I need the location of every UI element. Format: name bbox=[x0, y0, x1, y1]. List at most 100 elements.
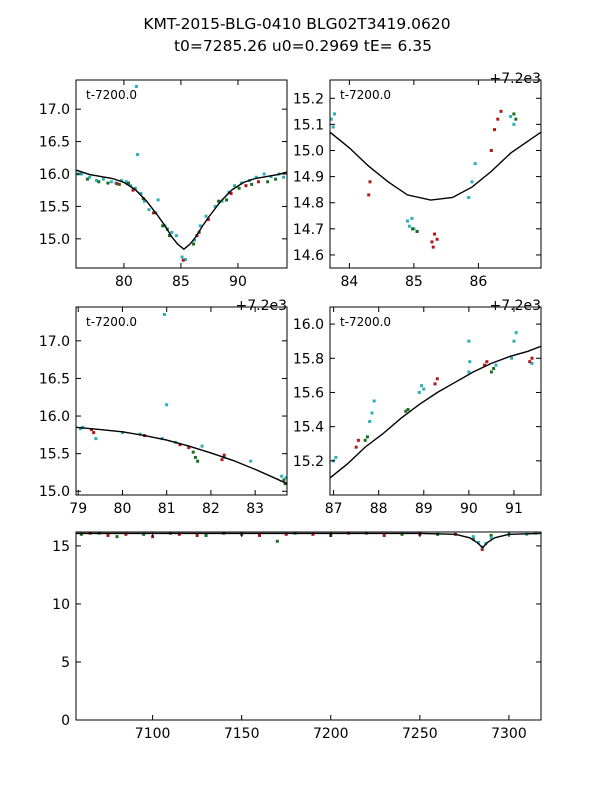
data-point-green bbox=[217, 199, 221, 203]
y-tick-label: 16.0 bbox=[293, 317, 324, 333]
data-point-red bbox=[311, 532, 315, 536]
panel-3: 79 80 81 82 83 15.0 15.5 16.0 16.5 17.0 t-7200.0 +7… bbox=[39, 298, 288, 517]
data-point-green bbox=[97, 180, 101, 184]
data-point-cyan bbox=[417, 390, 421, 394]
data-point-green bbox=[193, 455, 197, 459]
data-point-green bbox=[115, 535, 119, 539]
model-curve bbox=[76, 426, 287, 485]
data-point-green bbox=[363, 438, 367, 442]
y-tick-label: 15.1 bbox=[293, 117, 324, 133]
data-point-red bbox=[489, 149, 493, 152]
data-point-cyan bbox=[467, 196, 471, 199]
data-point-cyan bbox=[165, 403, 169, 407]
y-tick-label: 10 bbox=[52, 597, 70, 613]
data-point-cyan bbox=[147, 208, 151, 212]
data-point-green bbox=[275, 539, 279, 543]
y-tick-label: 16.5 bbox=[39, 135, 70, 151]
data-point-cyan bbox=[249, 459, 253, 463]
x-tick-label: 82 bbox=[202, 501, 220, 517]
data-point-cyan bbox=[183, 258, 187, 262]
data-point-green bbox=[471, 537, 475, 541]
data-point-cyan bbox=[120, 431, 124, 435]
y-tick-label: 15.2 bbox=[293, 454, 324, 470]
data-point-green bbox=[266, 180, 270, 184]
panel-5: 7100 7150 7200 7250 7300 0 5 10 15 bbox=[52, 531, 542, 742]
data-point-green bbox=[282, 478, 286, 482]
data-point-cyan bbox=[494, 363, 498, 367]
panel-1: 80 85 90 15.0 15.5 16.0 16.5 17.0 t-7200.0 bbox=[39, 79, 288, 290]
data-point-cyan bbox=[139, 191, 143, 195]
data-point-cyan bbox=[133, 186, 137, 190]
y-tick-label: 15.5 bbox=[39, 199, 70, 215]
data-point-cyan bbox=[510, 356, 514, 360]
data-point-green bbox=[274, 177, 278, 181]
y-tick-label: 14.8 bbox=[293, 196, 324, 212]
data-point-green bbox=[492, 367, 496, 371]
data-point-green bbox=[250, 182, 254, 186]
data-point-green bbox=[237, 186, 241, 190]
data-point-cyan bbox=[80, 172, 84, 176]
data-point-red bbox=[178, 443, 182, 447]
data-point-cyan bbox=[405, 219, 409, 223]
data-point-cyan bbox=[233, 184, 237, 188]
data-point-red bbox=[181, 258, 185, 262]
data-point-cyan bbox=[156, 198, 160, 202]
data-point-red bbox=[435, 377, 439, 381]
y-tick-label: 16.0 bbox=[39, 409, 70, 425]
data-point-green bbox=[191, 450, 195, 454]
data-point-cyan bbox=[477, 540, 481, 544]
y-tick-label: 17.0 bbox=[39, 334, 70, 350]
data-point-cyan bbox=[468, 360, 472, 364]
data-point-red bbox=[152, 211, 156, 215]
data-point-red bbox=[530, 356, 534, 360]
panel-annotation: t-7200.0 bbox=[86, 315, 137, 329]
x-tick-label: 79 bbox=[69, 501, 87, 517]
data-point-red bbox=[220, 458, 224, 462]
data-point-red bbox=[367, 193, 371, 197]
y-tick-label: 15.5 bbox=[39, 447, 70, 463]
data-point-cyan bbox=[180, 255, 184, 259]
data-point-green bbox=[79, 532, 83, 536]
data-point-red bbox=[433, 232, 437, 236]
data-point-green bbox=[283, 482, 287, 486]
panel-annotation: t-7200.0 bbox=[340, 88, 391, 102]
data-point-green bbox=[404, 409, 408, 413]
model-curve bbox=[330, 345, 541, 479]
data-point-cyan bbox=[410, 216, 414, 220]
data-point-cyan bbox=[372, 399, 376, 403]
data-point-red bbox=[483, 363, 487, 367]
data-point-cyan bbox=[220, 199, 224, 203]
data-point-red bbox=[356, 438, 360, 442]
data-point-cyan bbox=[284, 476, 287, 480]
x-tick-label: 81 bbox=[158, 501, 176, 517]
data-point-red bbox=[92, 431, 96, 435]
data-point-cyan bbox=[200, 444, 204, 448]
data-point-cyan bbox=[370, 411, 374, 415]
data-point-green bbox=[191, 242, 195, 246]
data-point-cyan bbox=[407, 224, 411, 228]
data-point-cyan bbox=[514, 331, 518, 335]
x-tick-label: 7200 bbox=[313, 726, 349, 742]
data-point-red bbox=[354, 445, 358, 449]
y-tick-label: 16.5 bbox=[39, 371, 70, 387]
data-point-green bbox=[117, 182, 121, 186]
y-tick-label: 15 bbox=[52, 539, 70, 555]
data-point-green bbox=[512, 112, 516, 116]
x-tick-label: 88 bbox=[370, 501, 388, 517]
data-point-green bbox=[489, 370, 493, 374]
data-point-red bbox=[106, 533, 110, 537]
model-curve bbox=[76, 169, 287, 251]
x-tick-label: 87 bbox=[325, 501, 343, 517]
y-tick-label: 15.6 bbox=[293, 385, 324, 401]
y-tick-label: 15.0 bbox=[293, 144, 324, 160]
data-point-green bbox=[411, 227, 415, 231]
x-tick-label: 80 bbox=[114, 501, 132, 517]
data-point-red bbox=[131, 188, 135, 192]
data-point-red bbox=[195, 533, 199, 537]
data-point-green bbox=[365, 435, 369, 439]
y-tick-label: 14.6 bbox=[293, 248, 324, 264]
x-tick-label: 7150 bbox=[224, 726, 260, 742]
data-point-cyan bbox=[120, 178, 124, 182]
x-tick-label: 86 bbox=[469, 274, 487, 290]
